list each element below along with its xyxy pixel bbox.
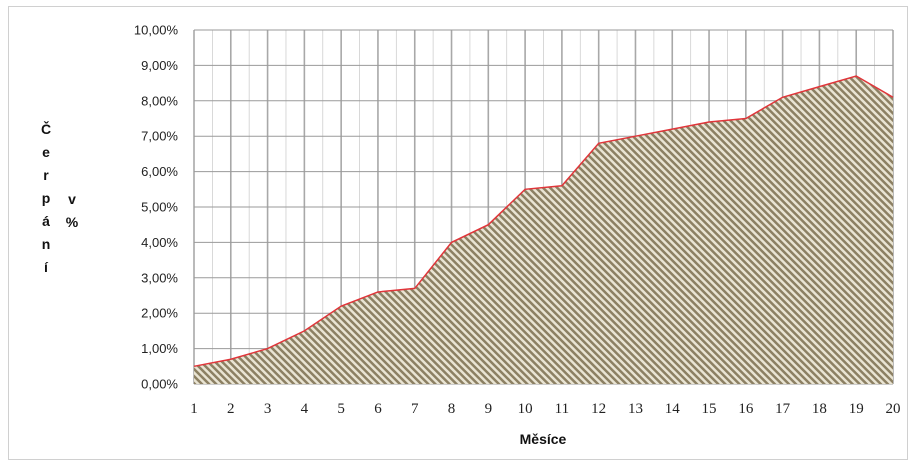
y-label-letter: p	[42, 190, 51, 206]
x-tick-label: 1	[190, 401, 198, 417]
x-tick-label: 5	[337, 401, 345, 417]
y-axis-ticks: 0,00% 1,00% 2,00% 3,00% 4,00% 5,00% 6,00% 7,00%…	[134, 23, 179, 392]
y-tick-label: 7,00%	[141, 129, 178, 144]
y-tick-label: 4,00%	[141, 235, 178, 250]
y-label-letter: í	[44, 259, 49, 275]
y-tick-label: 0,00%	[141, 377, 178, 392]
y-tick-label: 1,00%	[141, 341, 178, 356]
x-tick-label: 12	[591, 401, 606, 417]
x-tick-label: 16	[738, 401, 754, 417]
y-label-letter: r	[43, 167, 49, 183]
x-tick-label: 9	[485, 401, 493, 417]
x-tick-label: 7	[411, 401, 419, 417]
y-tick-label: 3,00%	[141, 270, 178, 285]
x-tick-label: 11	[555, 401, 569, 417]
x-tick-label: 6	[374, 401, 382, 417]
x-tick-label: 19	[849, 401, 864, 417]
x-tick-label: 17	[775, 401, 791, 417]
y-tick-label: 5,00%	[141, 200, 178, 215]
x-axis-ticks: 1 2 3 4 5 6 7 8 9 10 11 12 13 14 15 16 17 18 19 20	[190, 401, 900, 417]
y-label-letter: á	[42, 213, 50, 229]
y-tick-label: 9,00%	[141, 58, 178, 73]
y-tick-label: 6,00%	[141, 164, 178, 179]
x-tick-label: 3	[264, 401, 272, 417]
data-line	[193, 75, 894, 368]
x-axis-label: Měsíce	[520, 431, 567, 447]
x-tick-label: 13	[628, 401, 643, 417]
y-label-unit: v	[68, 191, 76, 207]
y-label-letter: Č	[41, 120, 51, 137]
x-tick-label: 8	[448, 401, 456, 417]
x-tick-label: 10	[518, 401, 533, 417]
y-tick-label: 8,00%	[141, 93, 178, 108]
x-tick-label: 4	[301, 401, 309, 417]
x-tick-label: 20	[886, 401, 901, 417]
y-tick-label: 10,00%	[134, 23, 179, 38]
y-label-unit: %	[66, 214, 79, 230]
x-tick-label: 15	[702, 401, 717, 417]
y-label-letter: n	[42, 236, 51, 252]
x-tick-label: 2	[227, 401, 235, 417]
x-tick-label: 18	[812, 401, 827, 417]
data-area	[194, 76, 893, 385]
y-tick-label: 2,00%	[141, 306, 178, 321]
y-label-letter: e	[42, 144, 50, 160]
x-tick-label: 14	[665, 401, 681, 417]
